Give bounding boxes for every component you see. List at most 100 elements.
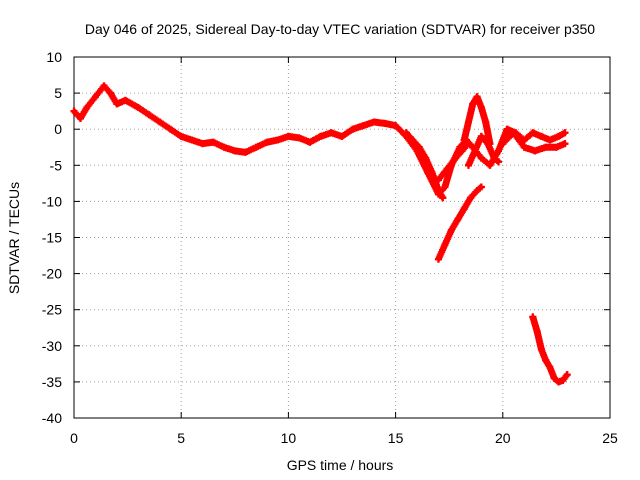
data-point: [477, 154, 485, 162]
grid-lines: [74, 57, 610, 418]
data-point: [113, 100, 121, 108]
data-point: [555, 132, 563, 140]
data-point: [441, 183, 449, 191]
data-point: [338, 132, 346, 140]
data-point: [76, 114, 84, 122]
data-point: [392, 122, 400, 130]
data-point: [460, 205, 468, 213]
y-tick-label: -15: [42, 230, 62, 246]
data-point: [295, 134, 303, 142]
data-point: [467, 194, 475, 202]
data-point: [477, 104, 485, 112]
y-tick-label: -10: [42, 193, 62, 209]
data-point: [317, 132, 325, 140]
data-point: [531, 147, 539, 155]
data-point: [434, 255, 442, 263]
data-point: [145, 111, 153, 119]
data-point: [542, 143, 550, 151]
data-series-1: [402, 129, 447, 202]
data-point: [533, 327, 541, 335]
y-axis-label: SDTVAR / TECUs: [6, 182, 22, 294]
x-tick-label: 25: [602, 430, 618, 446]
data-point: [447, 226, 455, 234]
data-point: [486, 161, 494, 169]
data-point: [561, 129, 569, 137]
data-point: [550, 374, 558, 382]
data-point: [537, 345, 545, 353]
data-point: [381, 119, 389, 127]
data-point: [563, 371, 571, 379]
data-point: [402, 129, 410, 137]
y-tick-label: -25: [42, 302, 62, 318]
y-tick-label: -40: [42, 410, 62, 426]
data-point: [503, 125, 511, 133]
x-axis-label: GPS time / hours: [287, 457, 394, 473]
data-point: [100, 82, 108, 90]
chart-title: Day 046 of 2025, Sidereal Day-to-day VTE…: [85, 21, 595, 37]
data-point: [471, 147, 479, 155]
y-tick-label: 5: [54, 85, 62, 101]
data-point: [428, 169, 436, 177]
data-point: [552, 143, 560, 151]
data-point: [510, 129, 518, 137]
data-point: [306, 138, 314, 146]
data-point: [252, 143, 260, 151]
data-point: [555, 378, 563, 386]
data-point: [477, 183, 485, 191]
y-tick-label: -35: [42, 374, 62, 390]
data-series-2: [434, 140, 472, 184]
data-point: [561, 140, 569, 148]
data-point: [464, 118, 472, 126]
data-point: [188, 136, 196, 144]
data-point: [359, 122, 367, 130]
x-tick-label: 0: [70, 430, 78, 446]
data-point: [484, 140, 492, 148]
data-point: [349, 125, 357, 133]
data-point: [477, 132, 485, 140]
data-point: [546, 363, 554, 371]
data-series-4: [464, 132, 503, 169]
data-point: [134, 104, 142, 112]
y-tick-label: 10: [46, 49, 62, 65]
y-tick-label: 0: [54, 121, 62, 137]
data-point: [166, 125, 174, 133]
data-point: [458, 147, 466, 155]
data-point: [529, 129, 537, 137]
data-point: [199, 140, 207, 148]
data-point: [499, 140, 507, 148]
data-point: [231, 147, 239, 155]
data-point: [91, 93, 99, 101]
data-point: [537, 132, 545, 140]
data-point: [469, 100, 477, 108]
data-point: [434, 187, 442, 195]
data-point: [422, 154, 430, 162]
data-series-6: [434, 183, 485, 263]
data-point: [529, 313, 537, 321]
data-point: [464, 161, 472, 169]
data-point: [473, 93, 481, 101]
data-point: [220, 143, 228, 151]
data-series: [70, 82, 571, 386]
data-point: [464, 140, 472, 148]
data-point: [242, 148, 250, 156]
axis-ticks: 0 5 10 15 20 25 -40 -35 -30 -25 -20 -15 -10 -5 0 5 10: [42, 49, 618, 446]
y-tick-label: -30: [42, 338, 62, 354]
data-point: [415, 143, 423, 151]
data-point: [460, 136, 468, 144]
data-point: [482, 118, 490, 126]
data-point: [177, 132, 185, 140]
data-point: [209, 138, 217, 146]
data-point: [327, 129, 335, 137]
data-point: [473, 187, 481, 195]
data-point: [490, 154, 498, 162]
data-series-7: [529, 313, 571, 386]
y-tick-label: -20: [42, 266, 62, 282]
data-series-5: [499, 129, 569, 155]
data-point: [443, 165, 451, 173]
x-tick-label: 15: [388, 430, 404, 446]
data-point: [546, 136, 554, 144]
data-point: [409, 136, 417, 144]
data-point: [284, 132, 292, 140]
